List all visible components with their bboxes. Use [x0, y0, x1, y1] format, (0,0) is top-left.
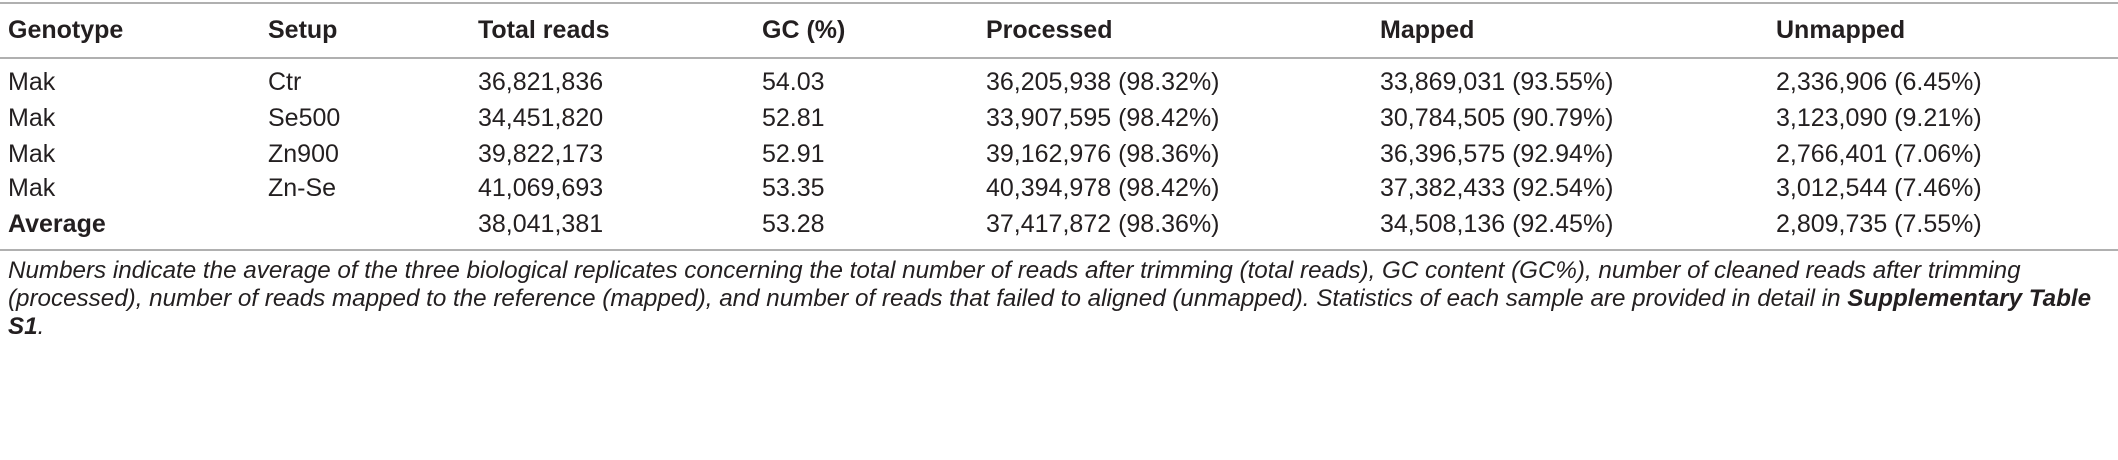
- footnote-end: .: [37, 313, 45, 340]
- table-cell: 36,205,938 (98.32%): [986, 68, 1220, 96]
- table-cell: 2,766,401 (7.06%): [1776, 140, 1982, 168]
- average-label: Average: [8, 210, 106, 238]
- table-cell: 41,069,693: [478, 174, 604, 202]
- table-cell: Mak: [8, 140, 56, 168]
- table-cell: 40,394,978 (98.42%): [986, 174, 1220, 202]
- table-cell: 2,336,906 (6.45%): [1776, 68, 1982, 96]
- table-cell: 39,822,173: [478, 140, 604, 168]
- header-cell: Unmapped: [1776, 16, 1906, 44]
- footnote: Numbers indicate the average of the thre…: [8, 257, 2113, 341]
- table-cell: 30,784,505 (90.79%): [1380, 104, 1614, 132]
- average-cell: 37,417,872 (98.36%): [986, 210, 1220, 238]
- header-cell: Processed: [986, 16, 1113, 44]
- table-cell: Ctr: [268, 68, 302, 96]
- table-cell: 39,162,976 (98.36%): [986, 140, 1220, 168]
- table-cell: 33,869,031 (93.55%): [1380, 68, 1614, 96]
- header-cell: GC (%): [762, 16, 846, 44]
- header-cell: Genotype: [8, 16, 124, 44]
- table-cell: 33,907,595 (98.42%): [986, 104, 1220, 132]
- top-rule: [0, 2, 2118, 4]
- table-cell: Zn-Se: [268, 174, 337, 202]
- table-cell: 52.91: [762, 140, 825, 168]
- table-cell: Mak: [8, 174, 56, 202]
- header-rule: [0, 57, 2118, 59]
- table-cell: Mak: [8, 104, 56, 132]
- table-cell: 36,396,575 (92.94%): [1380, 140, 1614, 168]
- table-cell: 34,451,820: [478, 104, 604, 132]
- table-cell: 36,821,836: [478, 68, 604, 96]
- table-cell: 37,382,433 (92.54%): [1380, 174, 1614, 202]
- average-cell: 34,508,136 (92.45%): [1380, 210, 1614, 238]
- table-cell: 3,123,090 (9.21%): [1776, 104, 1982, 132]
- average-cell: 53.28: [762, 210, 825, 238]
- header-cell: Total reads: [478, 16, 610, 44]
- table-cell: Zn900: [268, 140, 339, 168]
- table-cell: 54.03: [762, 68, 825, 96]
- table-cell: Se500: [268, 104, 341, 132]
- table-cell: Mak: [8, 68, 56, 96]
- footnote-text: Numbers indicate the average of the thre…: [8, 257, 2021, 312]
- header-cell: Mapped: [1380, 16, 1475, 44]
- footnote-ref: Supplementary Table S1: [8, 285, 2092, 340]
- average-cell: 38,041,381: [478, 210, 604, 238]
- table-cell: 53.35: [762, 174, 825, 202]
- bottom-rule: [0, 249, 2118, 251]
- table-cell: 3,012,544 (7.46%): [1776, 174, 1982, 202]
- table-cell: 52.81: [762, 104, 825, 132]
- average-cell: 2,809,735 (7.55%): [1776, 210, 1982, 238]
- header-cell: Setup: [268, 16, 338, 44]
